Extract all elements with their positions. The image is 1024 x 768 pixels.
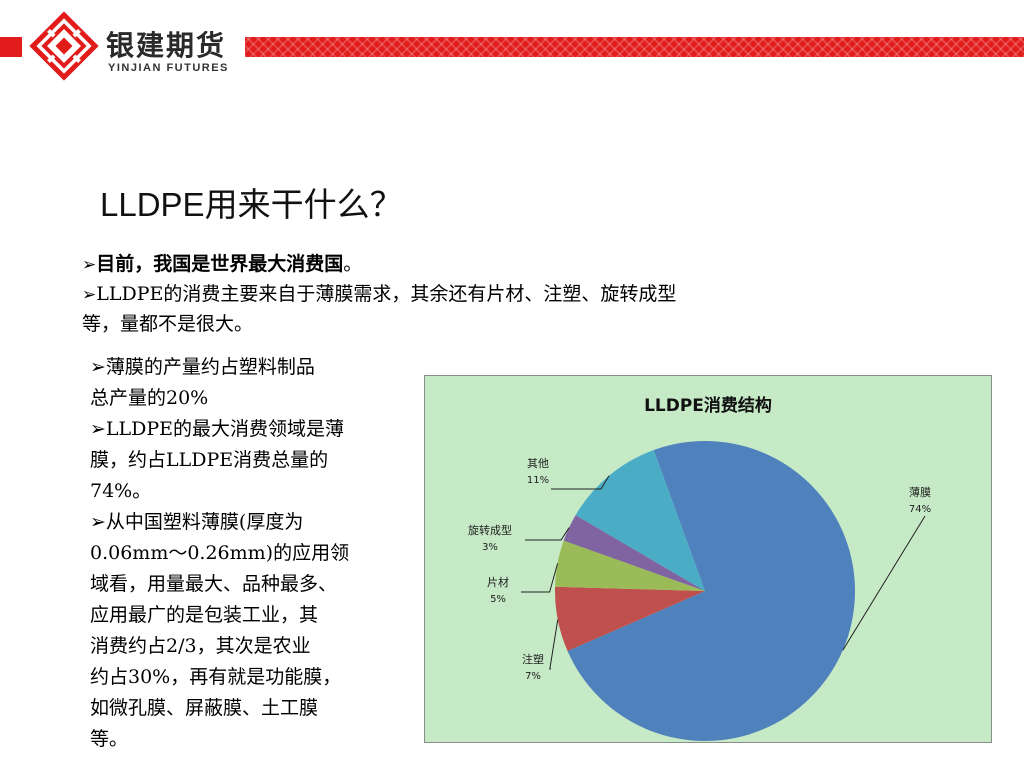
pie-slice-2 (555, 540, 705, 591)
bullet-arrow-icon: ➢ (82, 255, 97, 275)
pie-slice-0 (567, 441, 856, 742)
title-latin: LLDPE (100, 186, 205, 223)
leader-line-1 (549, 619, 559, 670)
left-text-line: 总产量的20% (90, 387, 209, 409)
left-text-line: 如微孔膜、屏蔽膜、土工膜 (90, 697, 319, 719)
leader-line-4 (551, 475, 610, 490)
bullet-1-text: 目前，我国是世界最大消费国 (96, 253, 344, 275)
slice-label-name-4: 其他 (527, 457, 549, 470)
chart-title: LLDPE消费结构 (644, 395, 772, 416)
leader-line-0 (842, 515, 926, 651)
leader-line-3 (525, 527, 570, 541)
page-title: LLDPE用来干什么？ (100, 178, 403, 226)
header-bar: 银建期货 YINJIAN FUTURES (0, 0, 1024, 90)
left-text-line: ➢薄膜的产量约占塑料制品 (90, 356, 315, 378)
pie-slice-1 (555, 586, 705, 652)
slice-label-name-1: 注塑 (522, 652, 544, 666)
yinjian-logo-mark (29, 11, 99, 81)
left-text-line: 0.06mm～0.26mm)的应用领 (90, 542, 350, 564)
pie-chart: LLDPE消费结构 薄膜 74% 注塑 7% 片材 5% 旋转成型 3% 其他 11% (424, 375, 992, 743)
slice-label-value-3: 3% (482, 542, 498, 553)
slice-label-value-2: 5% (490, 594, 506, 605)
left-text-line: ➢从中国塑料薄膜(厚度为 (90, 511, 304, 533)
left-text-line: 膜，约占LLDPE消费总量的 (90, 449, 329, 471)
left-text-line: 应用最广的是包装工业，其 (90, 604, 319, 626)
left-text-line: 74%。 (90, 480, 152, 502)
left-text-line: 等。 (90, 728, 129, 750)
bullet-2: ➢LLDPE的消费主要来自于薄膜需求，其余还有片材、注塑、旋转成型 (82, 280, 872, 310)
pie-slices (555, 441, 856, 742)
leader-line-2 (521, 563, 559, 593)
top-bullets: ➢目前，我国是世界最大消费国。 ➢LLDPE的消费主要来自于薄膜需求，其余还有片… (82, 250, 872, 339)
slice-label-value-4: 11% (527, 475, 549, 486)
left-text-line: 约占30%，再有就是功能膜， (90, 666, 342, 688)
title-chinese: 用来干什么？ (204, 185, 403, 224)
pie-slice-4 (575, 450, 705, 591)
bullet-1-suffix: 。 (343, 253, 363, 275)
red-decorative-band (245, 37, 1024, 57)
logo-english-name: YINJIAN FUTURES (108, 62, 229, 74)
slice-label-name-3: 旋转成型 (468, 523, 512, 537)
pie-slice-3 (563, 515, 705, 591)
left-text-line: 消费约占2/3，其次是农业 (90, 635, 311, 657)
logo-chinese-name: 银建期货 (106, 29, 227, 62)
left-text-block: ➢薄膜的产量约占塑料制品 总产量的20% ➢LLDPE的最大消费领域是薄 膜，约… (90, 352, 420, 755)
bullet-arrow-icon: ➢ (82, 285, 97, 305)
left-text-line: ➢LLDPE的最大消费领域是薄 (90, 418, 345, 440)
red-stripe-left (0, 37, 22, 57)
bullet-2-line1: LLDPE的消费主要来自于薄膜需求，其余还有片材、注塑、旋转成型 (96, 283, 677, 305)
bullet-1: ➢目前，我国是世界最大消费国。 (82, 250, 872, 280)
pie-chart-svg: LLDPE消费结构 薄膜 74% 注塑 7% 片材 5% 旋转成型 3% 其他 11% (468, 395, 931, 742)
bullet-2-continued: 等，量都不是很大。 (82, 313, 254, 335)
slice-label-value-0: 74% (909, 504, 931, 515)
left-text-line: 域看，用量最大、品种最多、 (90, 573, 338, 595)
slice-label-name-2: 片材 (487, 575, 509, 589)
slice-label-value-1: 7% (525, 671, 541, 682)
slice-label-name-0: 薄膜 (909, 485, 931, 499)
